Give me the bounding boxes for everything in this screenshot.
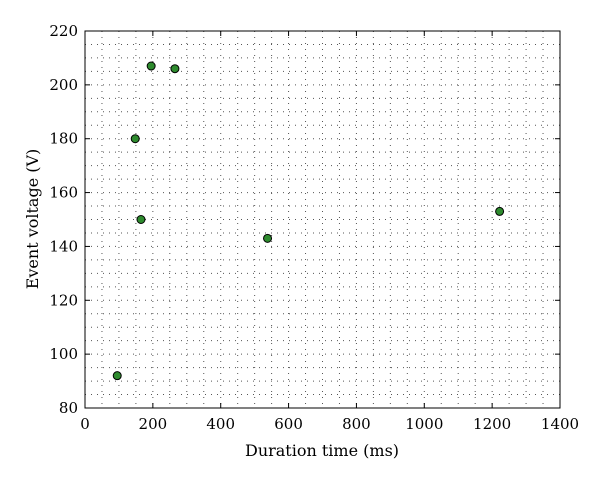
y-tick-label: 220 bbox=[49, 22, 78, 40]
data-point bbox=[263, 233, 273, 243]
data-point bbox=[170, 64, 180, 74]
y-tick-label: 80 bbox=[59, 399, 78, 417]
data-point bbox=[146, 61, 156, 71]
x-tick-label: 1200 bbox=[473, 415, 511, 433]
x-axis-label: Duration time (ms) bbox=[245, 441, 399, 460]
x-tick-label: 800 bbox=[342, 415, 371, 433]
x-tick-label: 1000 bbox=[405, 415, 443, 433]
x-axis-ticks: 0 200 400 600 800 1000 1200 1400 bbox=[80, 31, 579, 433]
x-tick-label: 400 bbox=[206, 415, 235, 433]
data-point bbox=[495, 206, 505, 216]
data-points bbox=[112, 61, 505, 381]
plot-background bbox=[85, 31, 560, 408]
x-tick-label: 1400 bbox=[541, 415, 579, 433]
data-point bbox=[130, 134, 140, 144]
y-axis-label: Event voltage (V) bbox=[23, 149, 42, 290]
y-tick-label: 140 bbox=[49, 237, 78, 255]
y-tick-label: 120 bbox=[49, 291, 78, 309]
y-tick-label: 200 bbox=[49, 76, 78, 94]
data-point bbox=[112, 371, 122, 381]
y-tick-label: 180 bbox=[49, 130, 78, 148]
data-point bbox=[136, 215, 146, 224]
y-tick-label: 160 bbox=[49, 184, 78, 202]
y-tick-label: 100 bbox=[49, 345, 78, 363]
x-tick-label: 200 bbox=[139, 415, 168, 433]
x-tick-label: 0 bbox=[80, 415, 90, 433]
x-tick-label: 600 bbox=[274, 415, 303, 433]
y-axis-ticks: 80 100 120 140 160 180 200 220 bbox=[49, 22, 560, 417]
plot-frame bbox=[84, 30, 561, 409]
